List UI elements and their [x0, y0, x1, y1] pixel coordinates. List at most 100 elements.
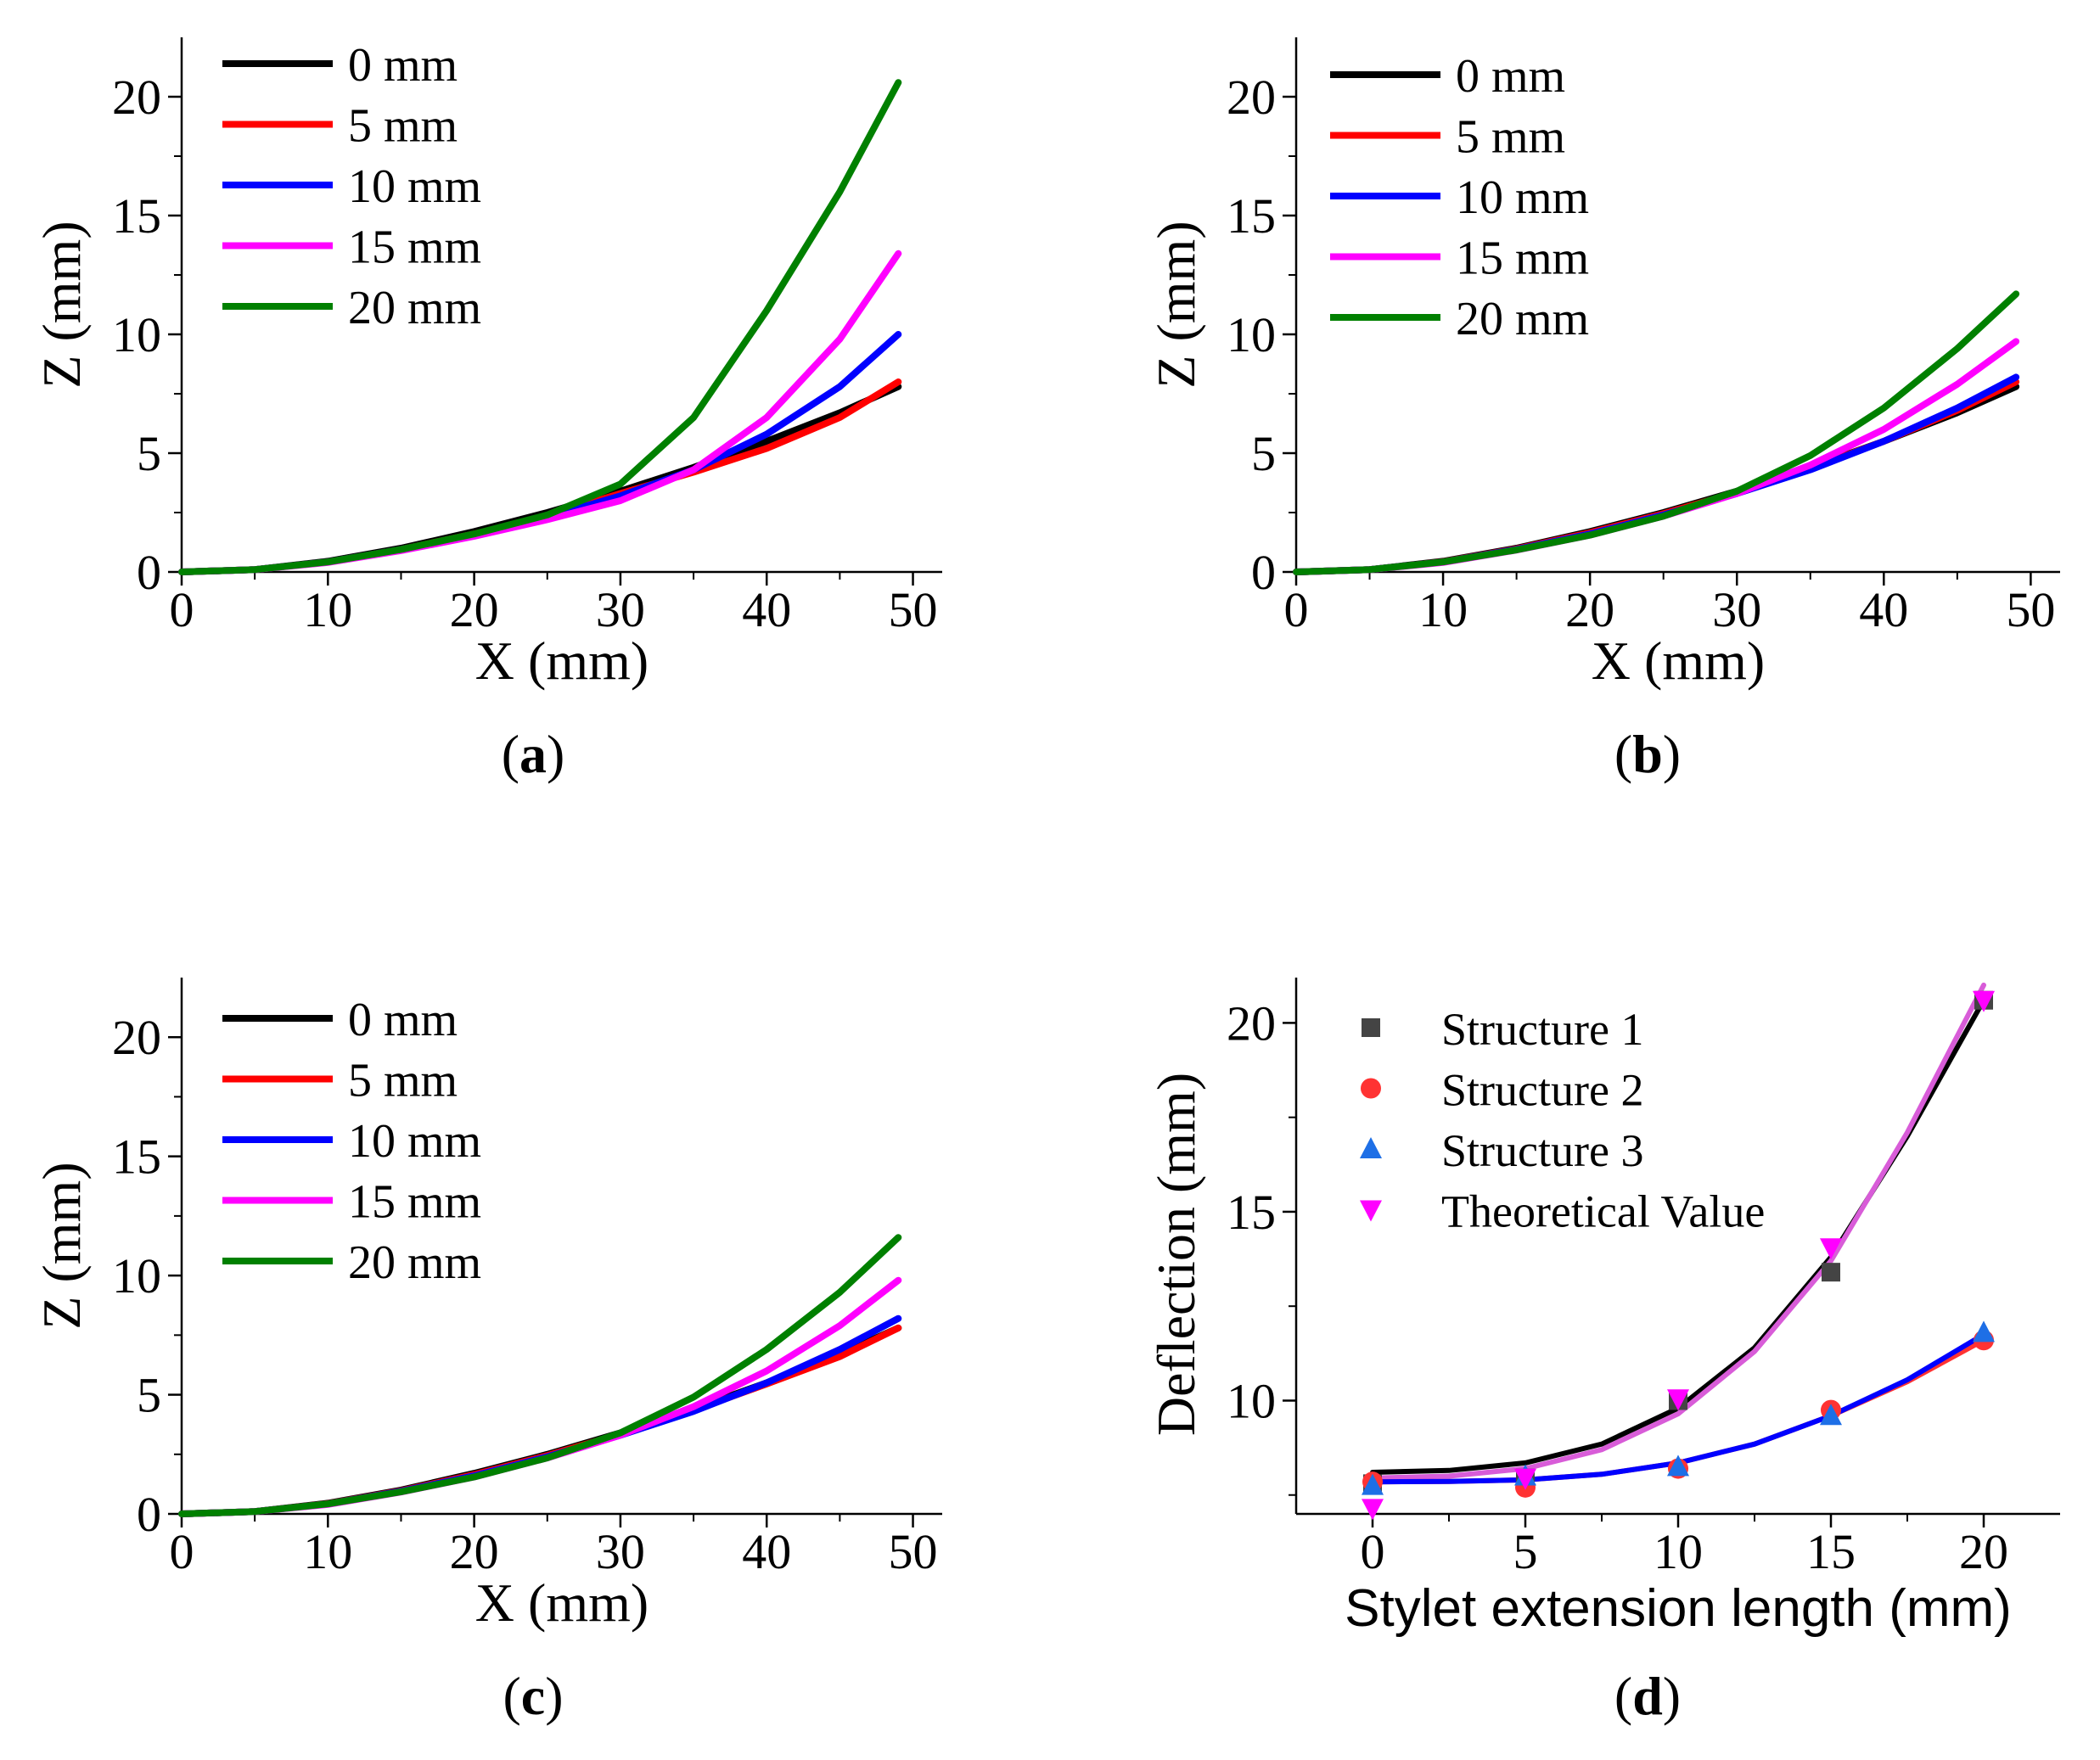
data-point-theoretical-value	[1820, 1238, 1842, 1260]
legend-label: Structure 1	[1441, 1004, 1643, 1055]
legend-marker	[1360, 1137, 1382, 1158]
y-tick-label: 20	[112, 70, 161, 125]
panel-caption: (b)	[1614, 724, 1681, 784]
legend-label: 5 mm	[348, 1055, 458, 1107]
series-line-20-mm	[178, 1234, 902, 1517]
y-tick-label: 15	[1227, 1185, 1276, 1240]
x-axis-title: X (mm)	[475, 631, 649, 691]
series-line-15-mm	[178, 1276, 902, 1517]
legend-label: 10 mm	[348, 160, 481, 213]
data-point-structure-3	[1362, 1473, 1384, 1495]
y-tick-label: 20	[1227, 70, 1276, 125]
legend-label: 20 mm	[348, 282, 481, 334]
x-tick-label: 0	[170, 582, 194, 637]
y-tick-label: 15	[112, 1129, 161, 1185]
x-tick-label: 40	[742, 582, 791, 637]
y-tick-label: 10	[1227, 307, 1276, 362]
x-tick-label: 10	[303, 582, 352, 637]
x-tick-label: 20	[1959, 1524, 2008, 1579]
legend-label: 20 mm	[1456, 293, 1589, 345]
y-tick-label: 0	[137, 1487, 161, 1542]
y-tick-label: 15	[112, 188, 161, 244]
data-point-structure-3	[1973, 1320, 1995, 1342]
series-line-10-mm	[178, 331, 902, 575]
series-line-15-mm	[1293, 338, 2020, 575]
x-tick-label: 30	[596, 1524, 645, 1579]
y-tick-label: 0	[137, 545, 161, 600]
panel-caption: (d)	[1614, 1666, 1681, 1726]
x-tick-label: 30	[596, 582, 645, 637]
y-tick-label: 5	[137, 426, 161, 481]
legend-label: 20 mm	[348, 1236, 481, 1289]
y-tick-label: 10	[1227, 1373, 1276, 1428]
x-axis-title: X (mm)	[1592, 631, 1765, 691]
series-line-20-mm	[178, 79, 902, 575]
x-tick-label: 30	[1712, 582, 1761, 637]
legend-label: 15 mm	[348, 221, 481, 274]
x-tick-label: 20	[1565, 582, 1614, 637]
legend-label: 0 mm	[1456, 50, 1565, 103]
x-tick-label: 40	[742, 1524, 791, 1579]
y-axis-title: Z (mm)	[31, 221, 92, 388]
x-tick-label: 50	[889, 1524, 938, 1579]
x-tick-label: 10	[303, 1524, 352, 1579]
y-tick-label: 5	[137, 1368, 161, 1423]
legend-label: Structure 2	[1441, 1065, 1643, 1116]
legend-label: 10 mm	[348, 1115, 481, 1168]
series-line-10-mm	[1293, 373, 2020, 575]
x-tick-label: 10	[1418, 582, 1468, 637]
y-axis-title: Deflection (mm)	[1146, 1073, 1206, 1436]
panel-caption: (a)	[502, 724, 565, 784]
data-point-structure-3	[1820, 1404, 1842, 1426]
legend-marker	[1360, 1200, 1382, 1222]
fit-curve	[1370, 982, 1986, 1481]
y-tick-label: 20	[112, 1010, 161, 1065]
x-tick-label: 5	[1513, 1524, 1538, 1579]
legend-label: 0 mm	[348, 994, 458, 1046]
x-axis-title: Stylet extension length (mm)	[1345, 1579, 2012, 1638]
x-tick-label: 0	[170, 1524, 194, 1579]
x-tick-label: 15	[1806, 1524, 1856, 1579]
y-tick-label: 0	[1251, 545, 1276, 600]
x-tick-label: 40	[1859, 582, 1908, 637]
legend-label: 15 mm	[1456, 233, 1589, 285]
legend-label: 15 mm	[348, 1176, 481, 1229]
x-tick-label: 0	[1284, 582, 1309, 637]
legend-label: 10 mm	[1456, 171, 1589, 224]
y-tick-label: 10	[112, 1248, 161, 1303]
x-tick-label: 10	[1654, 1524, 1703, 1579]
data-point-structure-1	[1822, 1263, 1840, 1282]
panel-label: b	[1632, 724, 1663, 784]
data-point-theoretical-value	[1362, 1499, 1384, 1521]
series-line-5-mm	[1293, 378, 2020, 575]
y-axis-title: Z (mm)	[1146, 221, 1206, 388]
legend-label: Structure 3	[1441, 1125, 1643, 1176]
x-tick-label: 0	[1361, 1524, 1385, 1579]
legend-marker	[1361, 1078, 1381, 1099]
series-line-15-mm	[178, 249, 902, 575]
series-line-10-mm	[178, 1314, 902, 1517]
panel-label: c	[521, 1666, 545, 1726]
series-line-20-mm	[1293, 290, 2020, 575]
panel-label: a	[519, 724, 547, 784]
data-point-theoretical-value	[1514, 1468, 1536, 1490]
x-tick-label: 20	[450, 1524, 499, 1579]
x-tick-label: 50	[2006, 582, 2055, 637]
x-axis-title: X (mm)	[475, 1572, 649, 1633]
data-point-structure-3	[1667, 1455, 1689, 1477]
y-tick-label: 10	[112, 307, 161, 362]
x-tick-label: 50	[889, 582, 938, 637]
data-point-theoretical-value	[1973, 990, 1995, 1012]
data-point-theoretical-value	[1667, 1389, 1689, 1411]
series-line-5-mm	[178, 378, 902, 575]
y-tick-label: 15	[1227, 188, 1276, 244]
legend-label: 5 mm	[348, 100, 458, 153]
y-axis-title: Z (mm)	[31, 1162, 92, 1329]
legend-marker	[1362, 1018, 1380, 1037]
legend-label: Theoretical Value	[1441, 1186, 1765, 1237]
